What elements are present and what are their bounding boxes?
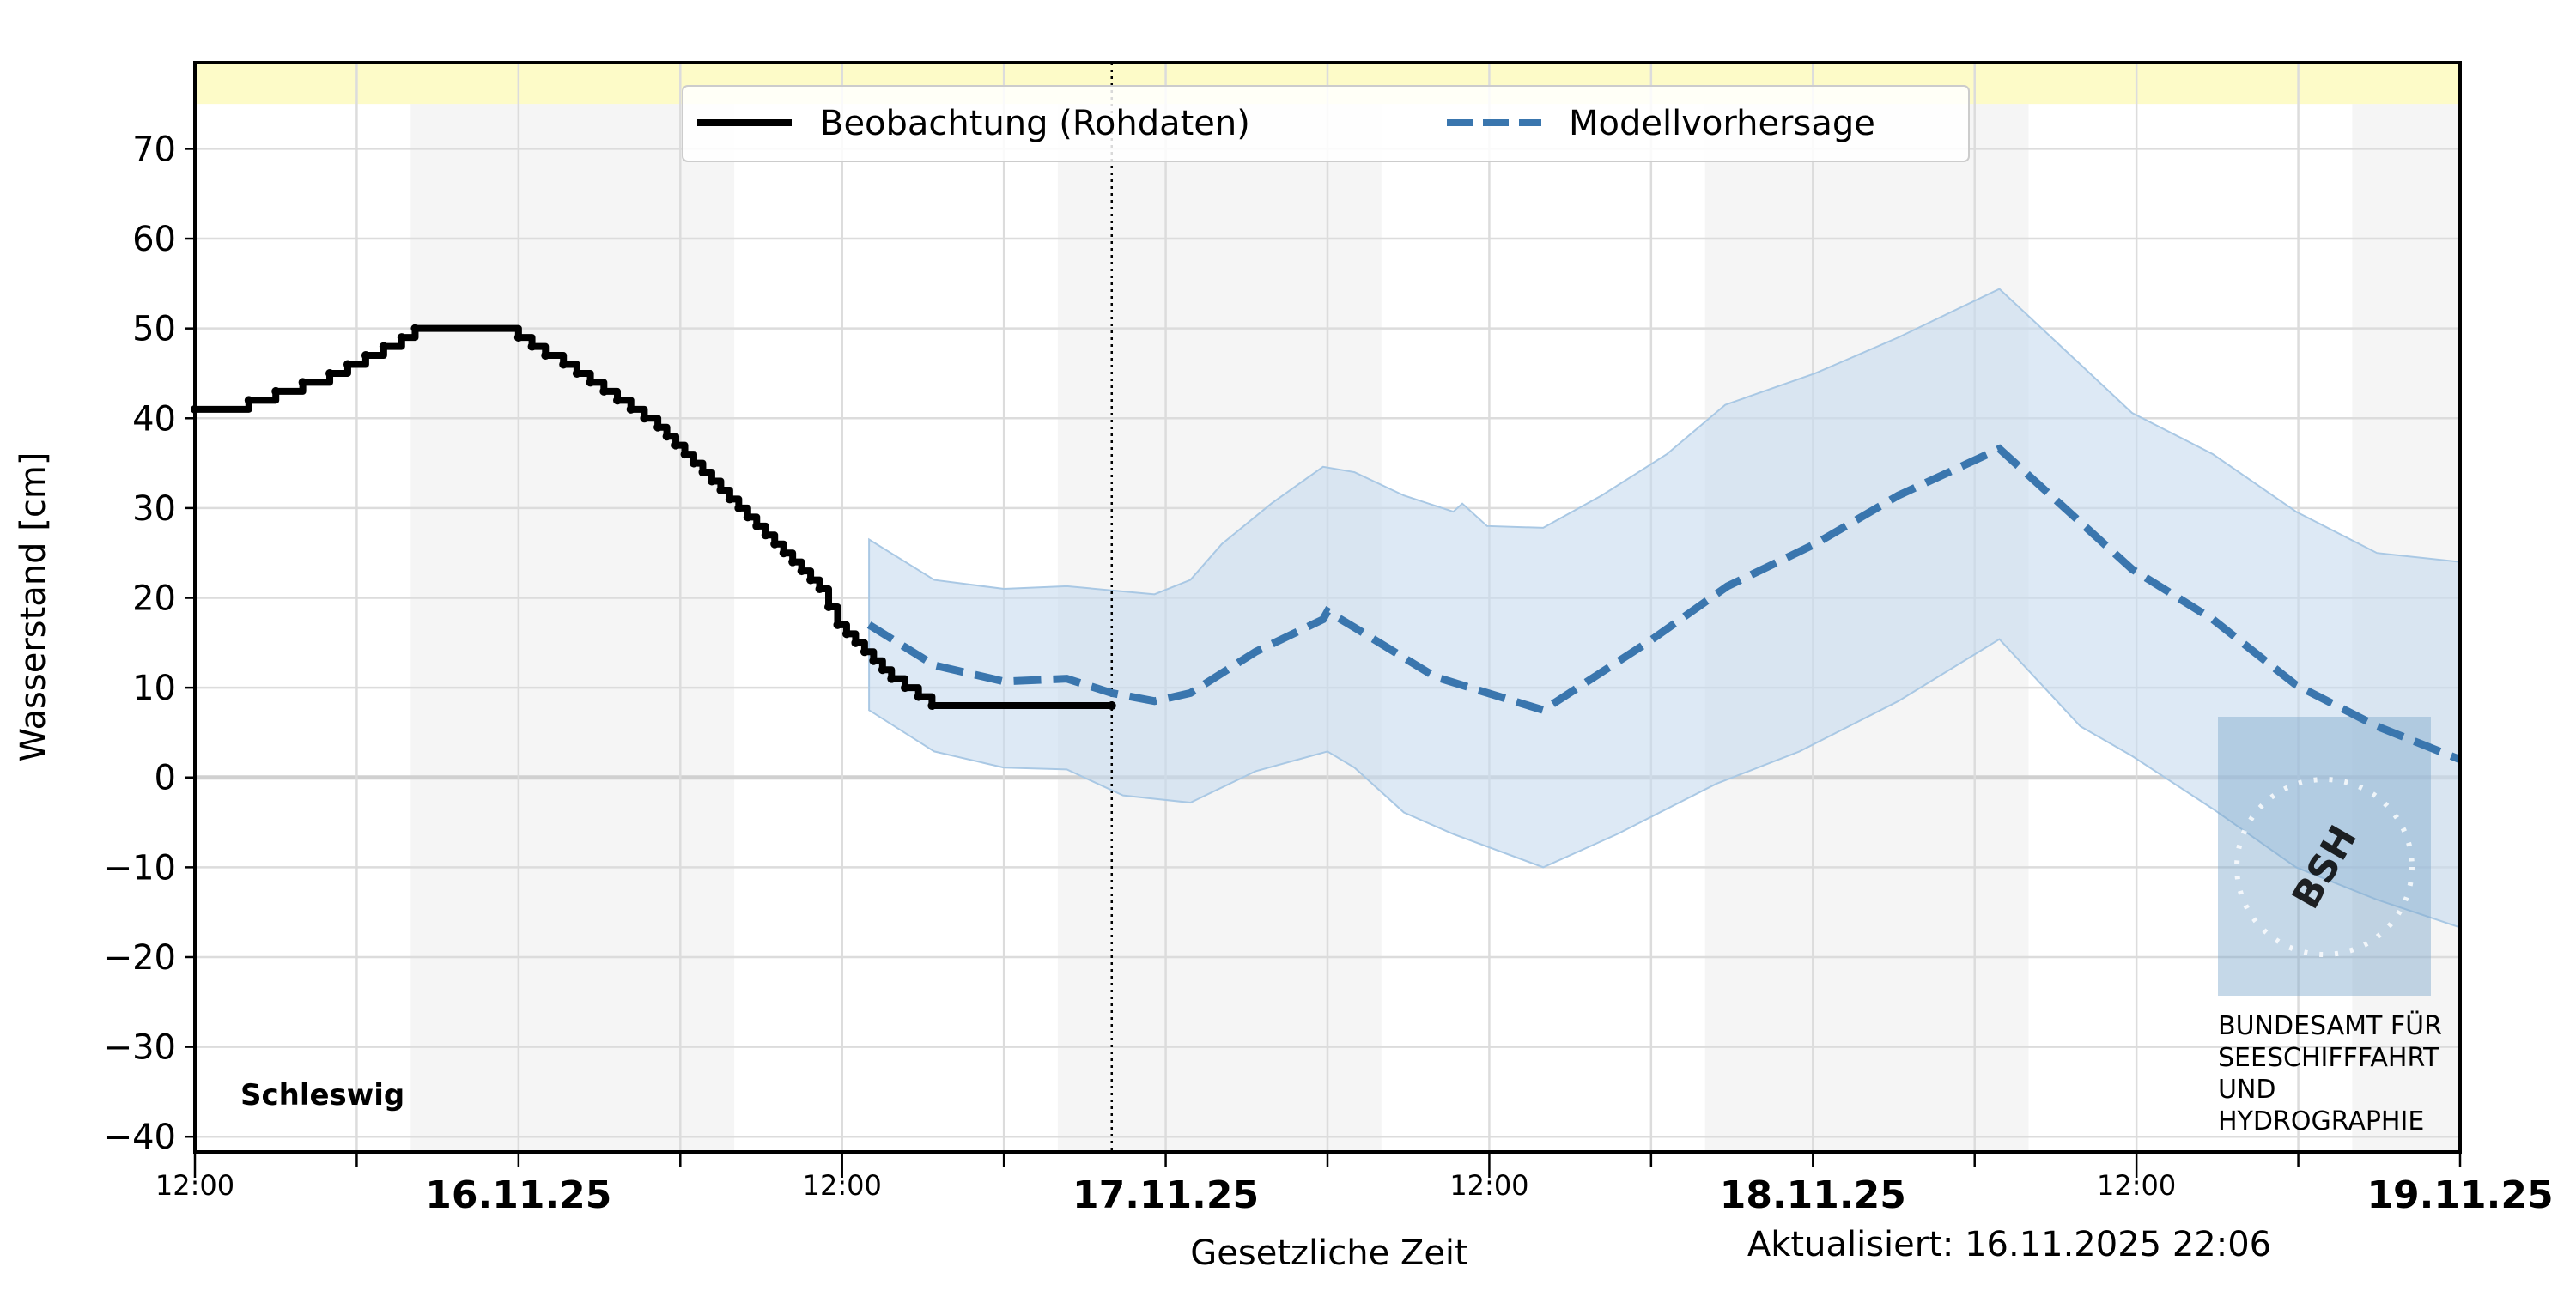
observation-point xyxy=(244,396,253,405)
observation-point xyxy=(752,521,762,530)
observation-point xyxy=(271,386,281,396)
observation-point xyxy=(586,378,595,387)
observation-point xyxy=(788,557,798,567)
observation-point xyxy=(1107,701,1116,711)
observation-point xyxy=(361,351,370,361)
observation-point xyxy=(653,422,663,432)
observation-point xyxy=(927,701,937,711)
y-tick-label: 20 xyxy=(132,579,176,619)
station-label: Schleswig xyxy=(240,1078,404,1112)
legend-observation-label: Beobachtung (Rohdaten) xyxy=(820,104,1250,143)
forecast-line xyxy=(866,444,2462,764)
observation-point xyxy=(869,656,878,665)
logo-box xyxy=(2218,717,2431,996)
logo-text-line: BUNDESAMT FÜR xyxy=(2218,1010,2442,1041)
observation-point xyxy=(559,360,568,369)
logo-text-line: HYDROGRAPHIE xyxy=(2218,1106,2424,1136)
observation-point xyxy=(725,494,734,504)
y-axis-label: Wasserstand [cm] xyxy=(14,452,53,762)
observation-point xyxy=(671,440,681,450)
observation-point xyxy=(707,476,716,486)
y-tick-label: 0 xyxy=(155,759,176,798)
observation-point xyxy=(698,468,708,477)
observation-point xyxy=(716,485,726,494)
y-tick-label: −40 xyxy=(104,1118,176,1157)
legend: Beobachtung (Rohdaten) Modellvorhersage xyxy=(682,85,1970,162)
observation-point xyxy=(914,692,923,701)
observation-point xyxy=(797,567,806,576)
observation-point xyxy=(640,414,649,423)
observation-point xyxy=(379,342,388,351)
observation-point xyxy=(806,575,816,585)
observation-point xyxy=(689,458,698,468)
y-tick-label: −20 xyxy=(104,938,176,978)
observation-point xyxy=(343,360,352,369)
y-tick-label: 70 xyxy=(132,130,176,169)
y-tick-label: −30 xyxy=(104,1028,176,1068)
observation-point xyxy=(662,432,671,441)
y-tick-label: 40 xyxy=(132,399,176,439)
x-tick-label: 17.11.25 xyxy=(1072,1173,1259,1217)
updated-label: Aktualisiert: 16.11.2025 22:06 xyxy=(1747,1225,2271,1264)
y-tick-label: −10 xyxy=(104,848,176,888)
observation-point xyxy=(613,396,623,405)
x-tick-label: 19.11.25 xyxy=(2366,1173,2553,1217)
observation-point xyxy=(770,539,780,549)
observation-point xyxy=(743,512,752,522)
y-tick-label: 50 xyxy=(132,310,176,349)
night-band xyxy=(410,63,735,1152)
observation-point xyxy=(860,647,869,657)
observation-point xyxy=(325,368,335,378)
observation-point xyxy=(833,620,842,629)
observation-point xyxy=(815,585,824,594)
observation-point xyxy=(680,450,690,459)
y-tick-label: 10 xyxy=(132,669,176,708)
observation-point xyxy=(878,665,887,675)
y-tick-label: 60 xyxy=(132,220,176,259)
logo-text-line: SEESCHIFFFAHRT xyxy=(2218,1043,2439,1073)
legend-forecast-label: Modellvorhersage xyxy=(1569,104,1875,143)
observation-point xyxy=(527,342,537,351)
logo-ring xyxy=(2234,777,2415,957)
observation-point xyxy=(397,333,406,342)
observation-point xyxy=(410,324,420,333)
observation-point xyxy=(541,351,550,361)
x-tick-label: 12:00 xyxy=(2097,1169,2176,1202)
x-axis-label: Gesetzliche Zeit xyxy=(1190,1233,1467,1273)
x-tick-label: 18.11.25 xyxy=(1720,1173,1906,1217)
observation-point xyxy=(887,674,896,683)
x-tick-label: 16.11.25 xyxy=(425,1173,611,1217)
x-tick-label: 12:00 xyxy=(1449,1169,1528,1202)
y-tick-label: 30 xyxy=(132,489,176,529)
observation-point xyxy=(298,378,307,387)
x-tick-label: 12:00 xyxy=(155,1169,234,1202)
observation-point xyxy=(900,683,909,693)
observation-point xyxy=(626,404,635,414)
observation-point xyxy=(779,549,788,558)
observation-point xyxy=(599,386,609,396)
observation-point xyxy=(841,629,851,639)
observation-point xyxy=(761,530,770,540)
observation-point xyxy=(824,602,834,611)
observation-line xyxy=(195,324,1112,710)
observation-point xyxy=(572,368,581,378)
x-tick-label: 12:00 xyxy=(803,1169,882,1202)
forecast-uncertainty-band xyxy=(868,288,2461,929)
observation-point xyxy=(734,503,744,512)
observation-point xyxy=(851,638,860,647)
logo-text-line: UND xyxy=(2218,1075,2276,1105)
observation-point xyxy=(513,333,523,342)
